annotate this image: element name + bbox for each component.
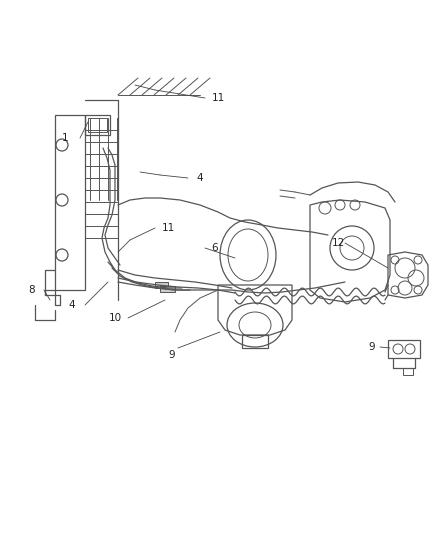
Text: 11: 11: [212, 93, 225, 103]
Text: 4: 4: [197, 173, 203, 183]
Text: 9: 9: [169, 350, 175, 360]
Text: 8: 8: [28, 285, 35, 295]
Polygon shape: [160, 286, 175, 292]
Text: 10: 10: [109, 313, 122, 323]
Text: 1: 1: [62, 133, 68, 143]
Text: 6: 6: [212, 243, 218, 253]
Text: 11: 11: [161, 223, 175, 233]
Polygon shape: [155, 282, 168, 288]
Text: 4: 4: [69, 300, 75, 310]
Text: 9: 9: [369, 342, 375, 352]
Text: 12: 12: [332, 238, 345, 248]
